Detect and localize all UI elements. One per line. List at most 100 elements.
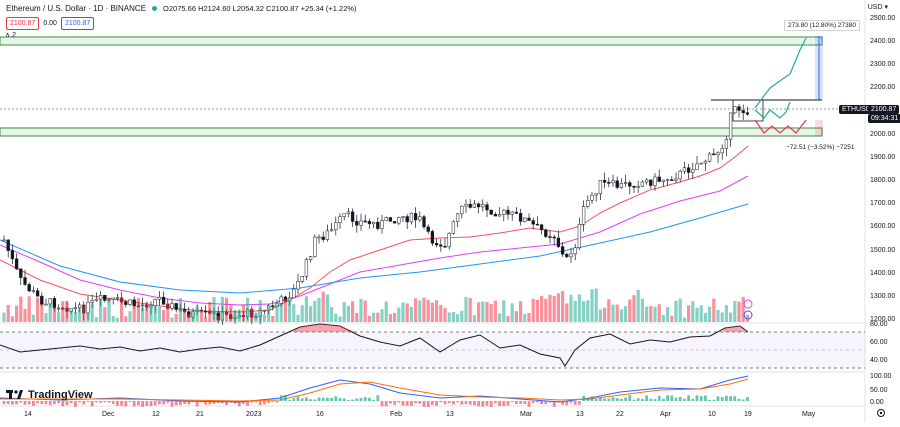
candle-body[interactable] [304, 259, 309, 277]
candle-body[interactable] [376, 221, 380, 229]
candle-body[interactable] [531, 220, 535, 225]
candle-body[interactable] [94, 298, 99, 301]
price-axis[interactable]: 2500.002400.002300.002200.002100.002000.… [870, 15, 895, 323]
resistance-zone[interactable] [0, 36, 823, 46]
candle-body[interactable] [493, 214, 498, 217]
candle-body[interactable] [661, 179, 666, 182]
candle-body[interactable] [338, 216, 342, 223]
candle-body[interactable] [569, 253, 573, 258]
candle-body[interactable] [544, 229, 548, 237]
candle-body[interactable] [384, 217, 388, 221]
candle-body[interactable] [598, 180, 603, 194]
candle-body[interactable] [98, 295, 103, 300]
candle-body[interactable] [14, 258, 19, 270]
candle-body[interactable] [674, 178, 678, 181]
ask-box[interactable]: 2100.87 [60, 17, 95, 30]
candle-body[interactable] [607, 182, 611, 184]
candle-body[interactable] [6, 239, 10, 251]
candle-body[interactable] [712, 153, 716, 156]
bull-projection-path[interactable] [754, 37, 807, 109]
candle-body[interactable] [325, 230, 330, 240]
candle-body[interactable] [279, 296, 283, 304]
candle-body[interactable] [455, 213, 460, 222]
candle-body[interactable] [350, 211, 355, 222]
candle-body[interactable] [514, 211, 519, 214]
currency-selector[interactable]: USD ▾ [867, 4, 888, 11]
candle-body[interactable] [161, 296, 166, 305]
candle-body[interactable] [401, 216, 405, 218]
bid-box[interactable]: 2100.87 [6, 17, 40, 30]
candle-body[interactable] [716, 152, 720, 156]
candle-body[interactable] [329, 229, 334, 232]
candle-body[interactable] [644, 179, 649, 183]
candle-body[interactable] [388, 217, 393, 222]
candle-body[interactable] [489, 209, 493, 215]
support-zone[interactable] [0, 127, 823, 137]
candle-body[interactable] [695, 163, 699, 171]
candle-body[interactable] [670, 179, 674, 181]
candle-body[interactable] [632, 186, 636, 188]
candle-body[interactable] [510, 211, 514, 215]
candle-body[interactable] [552, 236, 556, 239]
candle-body[interactable] [73, 307, 78, 310]
candle-body[interactable] [418, 216, 422, 221]
candle-body[interactable] [615, 180, 619, 188]
consolidation-box[interactable] [732, 99, 764, 122]
candle-body[interactable] [371, 221, 376, 225]
candle-body[interactable] [535, 223, 540, 226]
candle-body[interactable] [691, 169, 695, 173]
candle-body[interactable] [19, 268, 23, 278]
candle-body[interactable] [476, 203, 481, 208]
candle-body[interactable] [2, 239, 6, 242]
candle-body[interactable] [497, 214, 502, 217]
candle-body[interactable] [653, 176, 657, 186]
candle-body[interactable] [590, 194, 594, 201]
candle-body[interactable] [443, 245, 447, 248]
settings-gear-icon[interactable] [877, 409, 885, 417]
candle-body[interactable] [556, 237, 561, 247]
candle-body[interactable] [518, 213, 523, 222]
long-target-label[interactable]: 273.80 (12.80%) 27380 [784, 20, 860, 31]
candle-body[interactable] [745, 112, 750, 115]
candle-body[interactable] [115, 297, 120, 300]
candle-body[interactable] [434, 242, 439, 246]
candle-body[interactable] [380, 220, 384, 229]
candle-body[interactable] [703, 160, 708, 164]
candle-body[interactable] [346, 211, 351, 214]
candle-body[interactable] [409, 213, 414, 223]
candle-body[interactable] [296, 281, 300, 290]
candle-body[interactable] [581, 206, 586, 225]
candle-body[interactable] [426, 226, 430, 232]
candle-body[interactable] [77, 304, 82, 309]
candle-body[interactable] [539, 224, 544, 231]
candle-body[interactable] [628, 182, 632, 187]
candle-body[interactable] [577, 223, 582, 249]
candle-body[interactable] [548, 236, 552, 238]
candle-body[interactable] [44, 303, 48, 306]
candle-body[interactable] [464, 204, 468, 207]
candle-body[interactable] [485, 204, 489, 211]
candle-body[interactable] [430, 231, 435, 244]
candle-body[interactable] [170, 303, 174, 309]
candle-body[interactable] [724, 139, 729, 149]
collapse-indicators-button[interactable]: ∧ 2 [5, 32, 16, 39]
candle-body[interactable] [678, 170, 682, 180]
candle-body[interactable] [359, 220, 363, 226]
candle-body[interactable] [317, 236, 321, 239]
candle-body[interactable] [103, 295, 107, 301]
candle-body[interactable] [527, 217, 531, 221]
bear-projection-path[interactable] [754, 119, 807, 134]
candle-body[interactable] [447, 233, 451, 248]
candle-body[interactable] [506, 209, 510, 215]
time-axis[interactable]: 14 Dec 12 21 2023 16 Feb 13 Mar 13 22 Apr 10 19 May [24, 411, 816, 418]
candle-body[interactable] [560, 246, 565, 255]
candle-body[interactable] [623, 182, 628, 184]
symbol-title[interactable]: Ethereum / U.S. Dollar · 1D · BINANCE [6, 4, 147, 13]
candle-body[interactable] [640, 181, 645, 187]
short-target-box[interactable] [815, 120, 823, 136]
candle-body[interactable] [472, 203, 477, 208]
candle-body[interactable] [573, 247, 577, 255]
candle-body[interactable] [271, 305, 275, 308]
